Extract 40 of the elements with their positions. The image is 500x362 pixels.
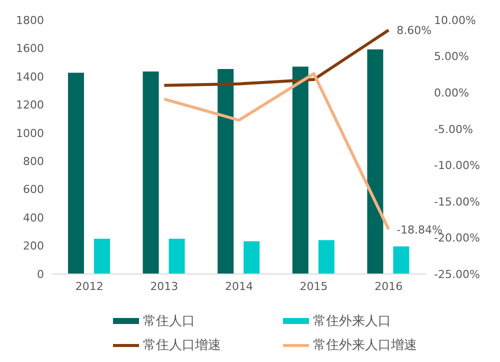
legend-label: 常住外来人口	[313, 313, 391, 330]
line-series	[162, 28, 390, 87]
bar	[244, 241, 260, 274]
legend-label: 常住人口	[143, 313, 195, 330]
data-label: 8.60%	[396, 24, 432, 38]
y-tick-label: 1000	[16, 126, 44, 140]
y2-tick-label: 10.00%	[434, 14, 476, 27]
y-tick-label: 1400	[16, 70, 44, 84]
bar	[142, 72, 159, 274]
line-series	[162, 72, 390, 231]
x-tick-label: 2016	[374, 280, 403, 293]
legend-label: 常住人口增速	[143, 337, 221, 354]
bar	[68, 72, 84, 274]
y-tick-label: 0	[37, 268, 44, 281]
y-tick-label: 200	[23, 240, 44, 253]
bar	[318, 240, 334, 274]
y-tick-label: 1200	[16, 98, 44, 112]
bar	[292, 66, 308, 274]
x-tick-label: 2012	[75, 280, 104, 293]
y-tick-label: 1600	[16, 42, 44, 56]
y2-tick-label: 0.00%	[434, 86, 469, 100]
y2-tick-label: -15.00%	[434, 195, 480, 208]
y2-tick-label: -10.00%	[434, 159, 480, 172]
bar	[94, 238, 110, 274]
y-tick-label: 800	[23, 155, 44, 168]
bar	[367, 49, 384, 274]
bar	[168, 238, 185, 274]
x-tick-label: 2014	[225, 280, 253, 293]
y2-tick-label: -5.00%	[434, 122, 473, 136]
y2-tick-label: 5.00%	[434, 50, 469, 64]
y-tick-label: 400	[23, 211, 44, 224]
bar	[218, 68, 234, 274]
y-tick-label: 600	[23, 183, 44, 196]
x-tick-label: 2015	[300, 280, 328, 293]
y2-tick-label: -20.00%	[434, 232, 480, 245]
bar	[393, 246, 410, 274]
x-tick-label: 2013	[150, 280, 178, 293]
y-tick-label: 1800	[16, 14, 44, 27]
y2-tick-label: -25.00%	[434, 268, 480, 281]
legend-label: 常住外来人口增速	[313, 337, 417, 354]
